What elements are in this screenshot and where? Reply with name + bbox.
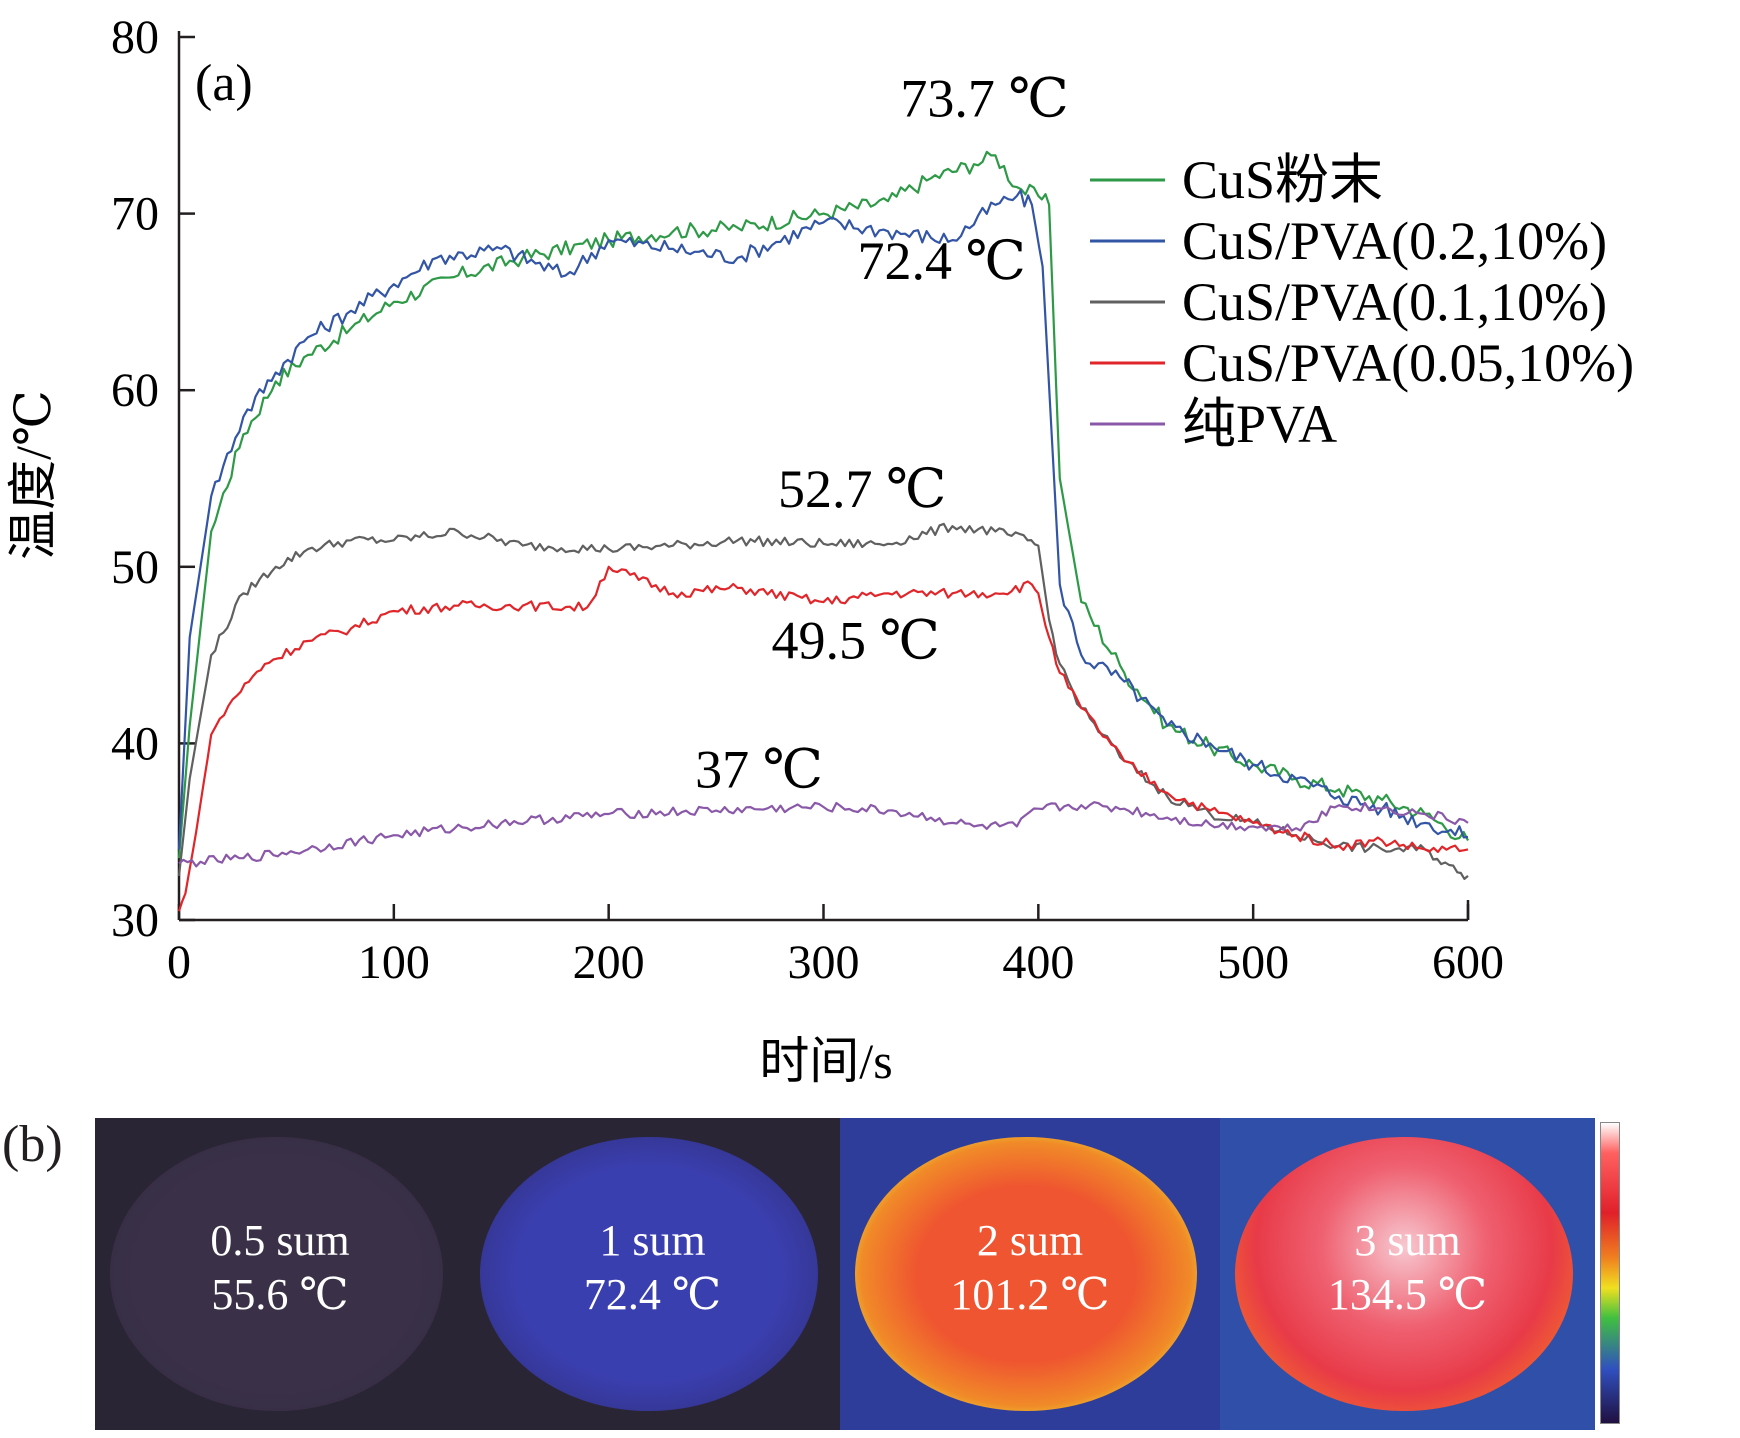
y-tick-label: 70 bbox=[111, 188, 159, 241]
series-lines bbox=[177, 150, 1469, 912]
panel-label-a: (a) bbox=[195, 55, 253, 112]
y-tick-label: 60 bbox=[111, 364, 159, 417]
peak-temperature-label: 49.5 ℃ bbox=[772, 611, 940, 671]
series-line bbox=[178, 801, 1469, 868]
sample-condition-label: 0.5 sum bbox=[210, 1216, 350, 1265]
series-line bbox=[177, 189, 1469, 850]
heated-sample-blob bbox=[1235, 1136, 1573, 1412]
y-tick-label: 40 bbox=[111, 717, 159, 770]
series-line bbox=[177, 565, 1469, 912]
legend-entry: 纯PVA bbox=[1182, 394, 1337, 454]
sample-temperature-label: 134.5 ℃ bbox=[1327, 1270, 1488, 1319]
color-scale-bar bbox=[1600, 1122, 1620, 1424]
series-line bbox=[177, 150, 1469, 859]
heated-sample-blob bbox=[109, 1136, 443, 1412]
y-axis-title: 温度/℃ bbox=[5, 390, 61, 560]
thermal-tile: 2 sum 101.2 ℃ bbox=[840, 1118, 1220, 1430]
x-tick-label: 400 bbox=[1002, 936, 1074, 989]
peak-temperature-label: 73.7 ℃ bbox=[900, 68, 1068, 128]
peak-temperature-label: 37 ℃ bbox=[695, 740, 823, 800]
peak-annotations: 73.7 ℃ 72.4 ℃ 52.7 ℃ 49.5 ℃ 37 ℃ bbox=[695, 68, 1069, 799]
x-axis-title: 时间/s bbox=[759, 1033, 892, 1089]
axis-ticks: 0 100 200 300 400 500 600 30 40 50 60 70 80 bbox=[111, 11, 1504, 989]
x-tick-label: 600 bbox=[1432, 936, 1504, 989]
y-tick-label: 50 bbox=[111, 541, 159, 594]
heated-sample-blob bbox=[480, 1136, 818, 1412]
legend-entry: CuS/PVA(0.2,10%) bbox=[1182, 211, 1607, 271]
y-tick-label: 80 bbox=[111, 11, 159, 64]
sample-temperature-label: 72.4 ℃ bbox=[583, 1270, 722, 1319]
sample-temperature-label: 55.6 ℃ bbox=[211, 1270, 349, 1319]
x-tick-label: 300 bbox=[788, 936, 860, 989]
thermal-tile: 3 sum 134.5 ℃ bbox=[1220, 1118, 1595, 1430]
sample-condition-label: 2 sum bbox=[976, 1216, 1084, 1265]
thermal-images: 0.5 sum 55.6 ℃ 1 sum 72.4 ℃ 2 sum 101.2 ℃ 3 su… bbox=[95, 1118, 1595, 1430]
x-tick-label: 0 bbox=[167, 936, 191, 989]
legend: CuS粉末CuS/PVA(0.2,10%)CuS/PVA(0.1,10%)CuS… bbox=[1090, 150, 1634, 454]
x-tick-label: 100 bbox=[358, 936, 430, 989]
x-tick-label: 500 bbox=[1217, 936, 1289, 989]
y-tick-label: 30 bbox=[111, 894, 159, 947]
sample-condition-label: 3 sum bbox=[1354, 1216, 1461, 1265]
x-tick-label: 200 bbox=[573, 936, 645, 989]
peak-temperature-label: 72.4 ℃ bbox=[857, 231, 1025, 291]
thermal-tile: 1 sum 72.4 ℃ bbox=[465, 1118, 840, 1430]
peak-temperature-label: 52.7 ℃ bbox=[778, 459, 946, 519]
legend-entry: CuS/PVA(0.05,10%) bbox=[1182, 333, 1634, 393]
panel-label-b: (b) bbox=[2, 1116, 63, 1173]
heated-sample-blob bbox=[855, 1136, 1198, 1412]
legend-entry: CuS/PVA(0.1,10%) bbox=[1182, 272, 1607, 332]
legend-entry: CuS粉末 bbox=[1182, 150, 1383, 210]
thermal-tile: 0.5 sum 55.6 ℃ bbox=[95, 1118, 465, 1430]
sample-temperature-label: 101.2 ℃ bbox=[950, 1270, 1110, 1319]
temperature-chart: 0 100 200 300 400 500 600 30 40 50 60 70 80 73.7 ℃ 72… bbox=[5, 11, 1634, 1089]
sample-condition-label: 1 sum bbox=[599, 1216, 706, 1265]
